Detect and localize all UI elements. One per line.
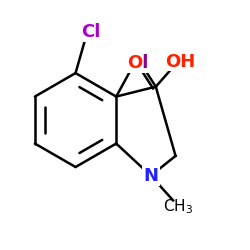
Text: OH: OH	[166, 53, 196, 71]
Text: Cl: Cl	[129, 54, 148, 72]
Text: Cl: Cl	[81, 23, 100, 41]
Text: O: O	[127, 54, 142, 72]
Text: N: N	[143, 167, 158, 185]
Text: CH$_3$: CH$_3$	[163, 197, 193, 216]
